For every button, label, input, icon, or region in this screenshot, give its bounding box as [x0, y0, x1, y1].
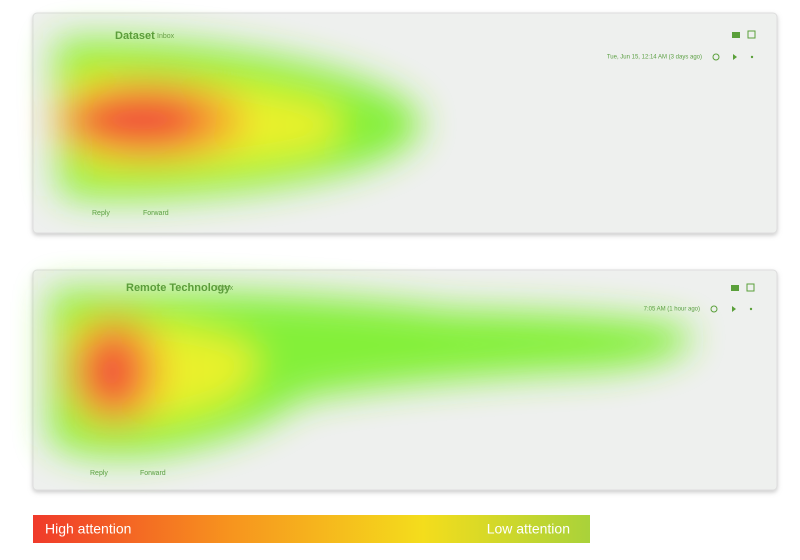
reply-icon[interactable] [733, 54, 737, 60]
legend: High attention Low attention [33, 515, 590, 543]
more-icon[interactable] [749, 307, 753, 311]
email-date: Tue, Jun 15, 12:14 AM (3 days ago) [607, 55, 702, 61]
legend-gradient [33, 515, 590, 543]
email-subject: Remote Technology [126, 282, 231, 294]
reply-button[interactable]: Reply [92, 210, 110, 217]
heat-layer [50, 290, 691, 456]
forward-button[interactable]: Forward [143, 210, 169, 217]
star-icon[interactable] [710, 305, 718, 313]
open-icon[interactable] [747, 30, 756, 39]
heat-layer [55, 39, 421, 199]
email-date: 7:05 AM (1 hour ago) [644, 307, 700, 313]
legend-high: High attention [45, 521, 131, 537]
more-icon[interactable] [750, 55, 754, 59]
email-panel: Dataset Inbox Tue, Jun 15, 12:14 AM (3 d… [32, 12, 778, 234]
print-icon[interactable] [732, 32, 740, 38]
reply-button[interactable]: Reply [90, 470, 108, 477]
email-panel: Remote Technology Inbox 7:05 AM (1 hour … [32, 269, 778, 491]
email-subject: Dataset [115, 30, 155, 42]
reply-icon[interactable] [732, 306, 736, 312]
open-icon[interactable] [746, 283, 755, 292]
forward-button[interactable]: Forward [140, 470, 166, 477]
print-icon[interactable] [731, 285, 739, 291]
email-label: Inbox [216, 285, 234, 292]
email-label: Inbox [157, 33, 175, 40]
legend-low: Low attention [487, 521, 570, 537]
star-icon[interactable] [712, 53, 720, 61]
